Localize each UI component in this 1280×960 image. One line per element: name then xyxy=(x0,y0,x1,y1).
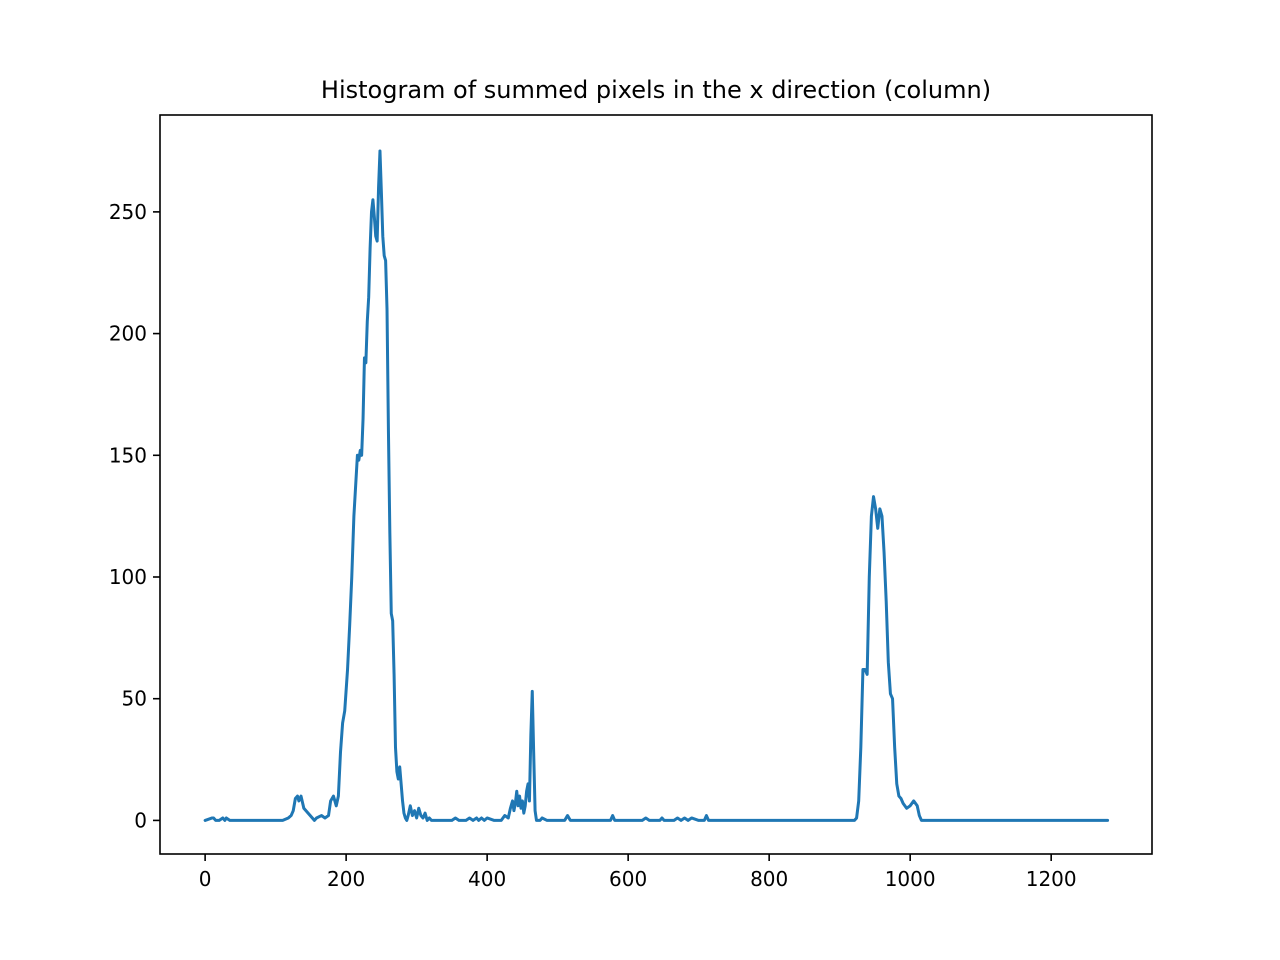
y-tick-label: 250 xyxy=(109,200,147,224)
x-tick-label: 600 xyxy=(609,867,647,891)
y-tick-label: 150 xyxy=(109,443,147,467)
x-tick-label: 400 xyxy=(468,867,506,891)
x-axis: 0 200 400 600 800 1000 1200 xyxy=(199,854,1077,891)
y-tick-label: 200 xyxy=(109,322,147,346)
plot-area xyxy=(203,149,1110,822)
axes-frame xyxy=(159,114,1153,855)
series-line-0 xyxy=(203,149,1110,822)
y-axis: 0 50 100 150 200 250 xyxy=(109,200,160,832)
x-tick-label: 800 xyxy=(750,867,788,891)
x-tick-label: 1000 xyxy=(885,867,936,891)
x-tick-label: 200 xyxy=(327,867,365,891)
x-tick-label: 0 xyxy=(199,867,212,891)
y-tick-label: 50 xyxy=(122,687,147,711)
y-tick-label: 100 xyxy=(109,565,147,589)
y-tick-label: 0 xyxy=(134,808,147,832)
x-tick-label: 1200 xyxy=(1026,867,1077,891)
chart-title: Histogram of summed pixels in the x dire… xyxy=(321,76,991,104)
